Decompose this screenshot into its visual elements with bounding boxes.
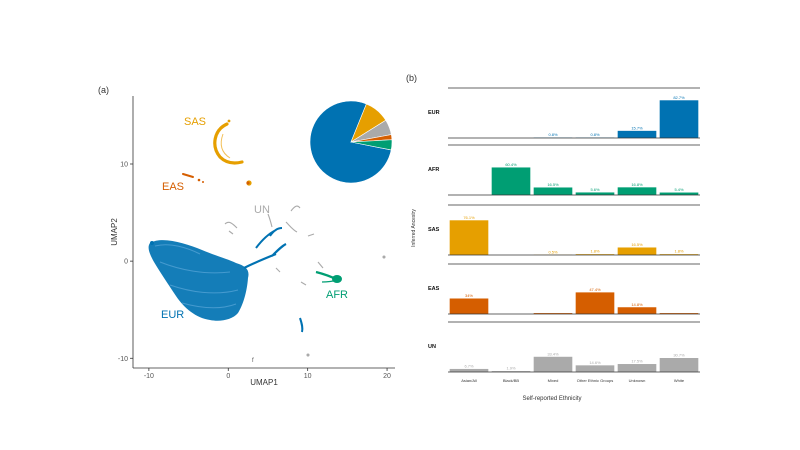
panel-b-label: (b) xyxy=(406,73,417,83)
cluster-eur-points xyxy=(148,227,304,333)
bar xyxy=(617,307,657,314)
bar-label: 16.5% xyxy=(631,242,643,247)
bar xyxy=(575,292,615,314)
facet-label: SAS xyxy=(428,227,440,233)
umap-y-title: UMAP2 xyxy=(110,218,119,246)
bar xyxy=(659,254,699,255)
facet-afr: AFR 60.4% 16.5% 5.6% 16.8% 5.4% xyxy=(428,144,700,196)
umap-y-tick-label: 10 xyxy=(120,162,128,169)
bar-label: 0.5% xyxy=(548,249,558,254)
stray-label: f xyxy=(252,358,254,364)
bar xyxy=(575,365,615,372)
bar-label: 33.4% xyxy=(547,351,559,356)
bar-label: 1.8% xyxy=(590,249,600,254)
bar-x-tick-label: Mixed xyxy=(548,378,559,383)
bar xyxy=(533,313,573,314)
bar xyxy=(617,187,657,195)
bar xyxy=(533,187,573,195)
cluster-afr-points xyxy=(315,270,342,283)
facet-eas: EAS 34% 47.4% 14.8% xyxy=(428,263,700,315)
facet-un: UN 6.7% 1.9% 33.4% 14.6% 17.5% 30.7% xyxy=(428,321,700,373)
bar-label: 14.8% xyxy=(631,302,643,307)
facet-label: UN xyxy=(428,344,436,350)
umap-x-title: UMAP1 xyxy=(250,378,278,387)
bar-label: 0.8% xyxy=(590,132,600,137)
bar-label: 1.8% xyxy=(674,249,684,254)
bar-label: 47.4% xyxy=(589,287,601,292)
bar-label: 60.4% xyxy=(505,162,517,167)
bar-label: 16.8% xyxy=(631,182,643,187)
bar-x-tick-label: Asian/All xyxy=(461,378,477,383)
bar-label: 82.7% xyxy=(673,95,685,100)
bar xyxy=(575,192,615,195)
cluster-label-eas: EAS xyxy=(162,181,184,193)
bar xyxy=(659,358,699,372)
cluster-sas-points xyxy=(213,119,252,186)
bar-label: 5.4% xyxy=(674,187,684,192)
facet-label: AFR xyxy=(428,167,439,173)
umap-ticks: -10 0 10 20 -10 0 10 xyxy=(118,162,391,381)
pie-slice-afr xyxy=(350,139,393,151)
bar xyxy=(575,254,615,255)
bar-x-tick-label: White xyxy=(674,378,685,383)
ancestry-pie xyxy=(309,100,393,184)
bar xyxy=(449,368,489,372)
bar xyxy=(449,220,489,255)
bar-label: 76.1% xyxy=(463,215,475,220)
facet-sas: SAS 76.1% 0.5% 1.8% 16.5% 1.8% xyxy=(428,204,700,256)
bar-label: 30.7% xyxy=(673,353,685,358)
umap-x-tick-label: 10 xyxy=(304,373,312,380)
umap-x-tick-label: -10 xyxy=(144,373,154,380)
bar xyxy=(659,100,699,138)
cluster-label-eur: EUR xyxy=(161,309,184,321)
bar-label: 14.6% xyxy=(589,360,601,365)
bar xyxy=(617,130,657,138)
pie-slice-eur xyxy=(309,100,392,184)
facet-label: EAS xyxy=(428,286,440,292)
bar xyxy=(617,247,657,255)
bar-label: 6.7% xyxy=(464,363,474,368)
umap-y-tick-label: 0 xyxy=(124,259,128,266)
bar-label: 15.7% xyxy=(631,125,643,130)
bar xyxy=(491,371,531,372)
cluster-label-un: UN xyxy=(254,204,270,216)
umap-x-tick-label: 20 xyxy=(383,373,391,380)
bar xyxy=(659,192,699,195)
cluster-label-sas: SAS xyxy=(184,116,206,128)
bar-x-tick-label: Other Ethnic Groups xyxy=(577,378,613,383)
bar-y-title: Inferred Ancestry xyxy=(411,209,417,247)
facet-eur: EUR 0.8% 0.8% 15.7% 82.7% xyxy=(428,87,700,139)
bar xyxy=(659,313,699,314)
cluster-un-points xyxy=(224,205,386,357)
bar xyxy=(449,298,489,314)
bar-label: 17.5% xyxy=(631,359,643,364)
umap-y-tick-label: -10 xyxy=(118,356,128,363)
panel-b-facets: EUR 0.8% 0.8% 15.7% 82.7% AFR 60.4% 16.5% 5.6% 16… xyxy=(428,87,700,383)
bar-label: 16.5% xyxy=(547,182,559,187)
bar-label: 5.6% xyxy=(590,187,600,192)
bar-label: 34% xyxy=(465,293,473,298)
bar-x-title: Self-reported Ethnicity xyxy=(522,396,581,402)
panel-a-plot: -10 0 10 20 -10 0 10 xyxy=(110,96,395,387)
bar-label: 1.9% xyxy=(506,366,516,371)
bar xyxy=(491,167,531,195)
umap-x-tick-label: 0 xyxy=(226,373,230,380)
bar-label: 0.8% xyxy=(548,132,558,137)
cluster-eas-points xyxy=(182,173,250,185)
bar-x-tick-label: Black/BB xyxy=(503,378,520,383)
panel-a-label: (a) xyxy=(98,85,109,95)
bar xyxy=(533,356,573,372)
facet-label: EUR xyxy=(428,110,440,116)
bar-x-tick-label: Unknown xyxy=(629,378,646,383)
bar xyxy=(617,364,657,372)
cluster-label-afr: AFR xyxy=(326,289,348,301)
